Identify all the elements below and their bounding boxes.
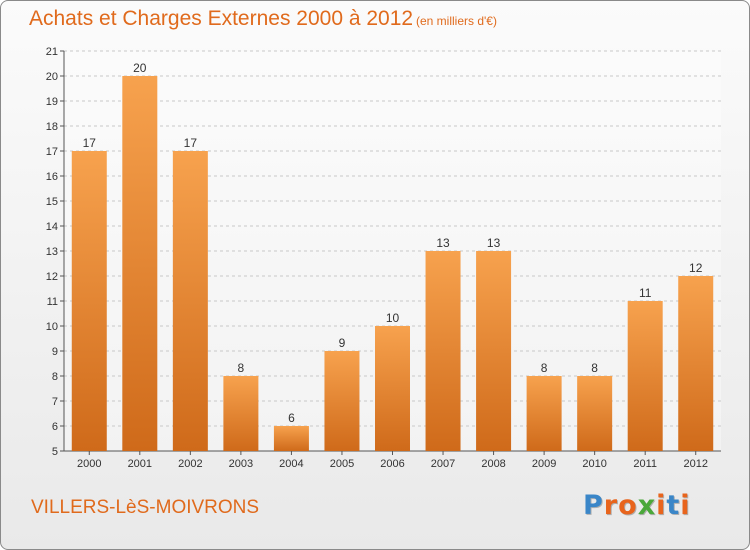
- x-tick-label: 2005: [330, 458, 354, 470]
- bar-value-label: 12: [689, 261, 703, 275]
- logo-letter: i: [656, 490, 667, 521]
- bar: [476, 251, 512, 451]
- bar: [526, 376, 562, 451]
- x-tick-label: 2008: [481, 458, 505, 470]
- bar: [71, 151, 107, 451]
- bar: [122, 76, 158, 451]
- y-tick-label: 13: [46, 246, 58, 258]
- bar-value-label: 20: [133, 61, 147, 75]
- x-tick-label: 2001: [128, 458, 152, 470]
- bar-value-label: 17: [83, 136, 97, 150]
- y-tick-label: 21: [46, 46, 58, 58]
- bar-value-label: 8: [591, 361, 598, 375]
- bar-value-label: 9: [339, 336, 346, 350]
- x-tick-label: 2000: [77, 458, 101, 470]
- y-tick-label: 9: [52, 346, 58, 358]
- y-tick-label: 16: [46, 171, 58, 183]
- y-tick-label: 20: [46, 71, 58, 83]
- x-tick-label: 2007: [431, 458, 455, 470]
- y-tick-label: 11: [47, 296, 58, 308]
- bar: [223, 376, 259, 451]
- x-tick-label: 2010: [582, 458, 606, 470]
- bar-value-label: 13: [436, 236, 450, 250]
- y-tick-label: 8: [52, 371, 58, 383]
- y-tick-label: 17: [46, 146, 58, 158]
- logo-letter: P: [583, 490, 604, 521]
- bar: [678, 276, 714, 451]
- bar-value-label: 10: [386, 311, 400, 325]
- bar: [324, 351, 360, 451]
- bar-value-label: 17: [184, 136, 198, 150]
- chart-subtitle: (en milliers d'€): [416, 14, 497, 28]
- bar-value-label: 13: [487, 236, 501, 250]
- bar: [273, 426, 309, 451]
- bar-value-label: 11: [639, 286, 652, 300]
- y-tick-label: 15: [46, 196, 58, 208]
- x-tick-label: 2004: [279, 458, 303, 470]
- y-tick-label: 18: [46, 121, 58, 133]
- x-tick-label: 2012: [683, 458, 707, 470]
- x-tick-label: 2009: [532, 458, 556, 470]
- y-tick-label: 14: [46, 221, 58, 233]
- y-tick-label: 12: [46, 271, 58, 283]
- bar: [375, 326, 410, 451]
- x-tick-label: 2002: [178, 458, 202, 470]
- logo-letter: x: [637, 490, 657, 521]
- bar-value-label: 6: [288, 411, 295, 425]
- commune-name: VILLERS-LèS-MOIVRONS: [31, 497, 260, 518]
- logo-letter: r: [603, 490, 619, 521]
- y-tick-label: 6: [52, 421, 58, 433]
- bar-value-label: 8: [541, 361, 548, 375]
- chart-title: Achats et Charges Externes 2000 à 2012: [29, 7, 414, 30]
- y-tick-label: 5: [52, 446, 58, 458]
- y-tick-label: 7: [52, 396, 58, 408]
- x-tick-label: 2011: [633, 458, 657, 470]
- logo-letter: i: [680, 490, 691, 521]
- bar-value-label: 8: [238, 361, 245, 375]
- logo-letter: o: [618, 490, 638, 521]
- x-tick-label: 2006: [380, 458, 404, 470]
- logo-letter: t: [666, 490, 681, 521]
- bar: [577, 376, 613, 451]
- bar: [627, 301, 663, 451]
- proxiti-logo: Proxiti: [583, 490, 691, 521]
- x-tick-label: 2003: [229, 458, 253, 470]
- bar: [172, 151, 208, 451]
- bar: [425, 251, 461, 451]
- y-tick-label: 10: [46, 321, 58, 333]
- y-tick-label: 19: [46, 96, 58, 108]
